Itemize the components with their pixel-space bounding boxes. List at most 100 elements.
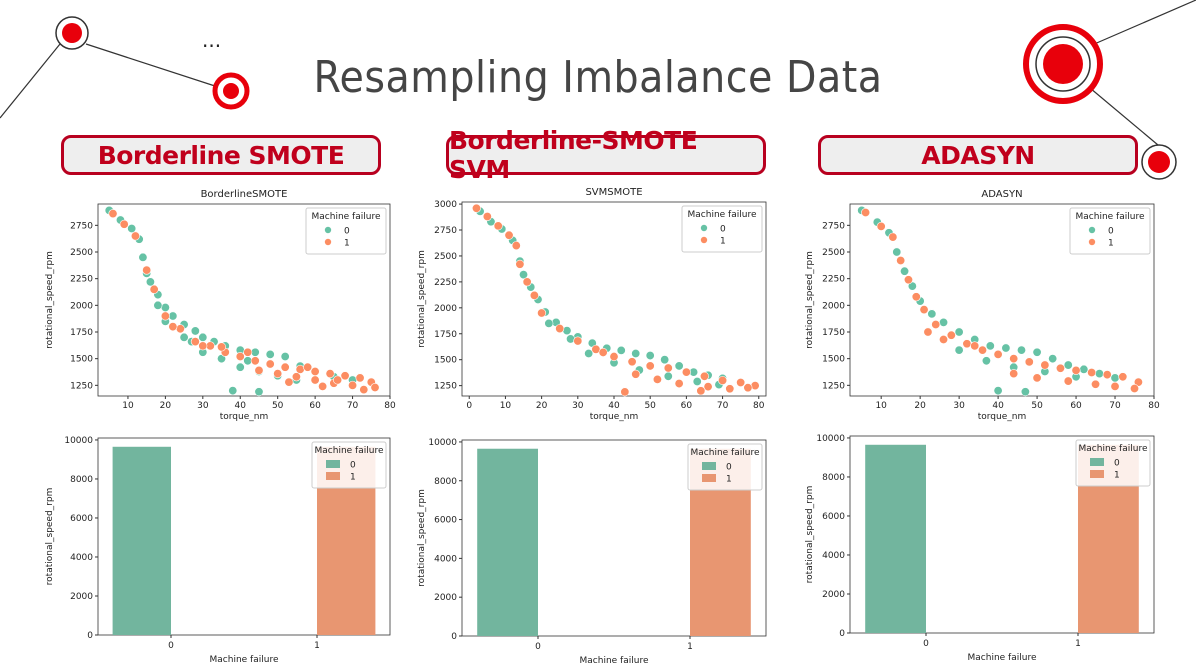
scatter-point-class-0 (939, 317, 949, 327)
x-tick-label: 0 (168, 641, 174, 651)
legend-label-0: 0 (350, 461, 356, 471)
scatter-point-class-0 (228, 386, 238, 396)
bar-class-0 (477, 448, 538, 636)
scatter-point-class-1 (555, 324, 565, 334)
scatter-point-class-1 (939, 334, 949, 344)
legend-title: Machine failure (312, 212, 381, 222)
y-tick-label: 0 (87, 631, 93, 641)
scatter-point-class-0 (254, 387, 264, 397)
y-tick-label: 2750 (434, 226, 457, 236)
scatter-point-class-1 (1009, 354, 1019, 364)
y-axis-label: rotational_speed_rpm (417, 489, 427, 587)
scatter-point-class-1 (217, 342, 227, 352)
scatter-point-class-1 (1032, 373, 1042, 383)
y-tick-label: 1750 (70, 328, 93, 338)
y-tick-label: 2500 (434, 252, 457, 262)
scatter-point-class-0 (1094, 369, 1104, 379)
y-axis-label: rotational_speed_rpm (805, 251, 815, 349)
scatter-point-class-1 (978, 345, 988, 355)
scatter-point-class-1 (903, 275, 913, 285)
scatter-point-class-1 (1091, 379, 1101, 389)
y-axis-label: rotational_speed_rpm (805, 486, 815, 584)
scatter-point-class-1 (254, 365, 264, 375)
scatter-point-class-1 (280, 362, 290, 372)
scatter-point-class-0 (280, 352, 290, 362)
scatter-point-class-0 (127, 224, 137, 234)
scatter-point-class-1 (295, 364, 305, 374)
scatter-point-class-1 (993, 349, 1003, 359)
scatter-point-class-1 (250, 356, 260, 366)
scatter-point-class-1 (142, 265, 152, 275)
x-tick-label: 0 (466, 401, 472, 411)
x-tick-label: 20 (914, 401, 926, 411)
x-tick-label: 40 (992, 401, 1004, 411)
x-tick-label: 60 (309, 401, 321, 411)
x-axis-label: torque_nm (590, 412, 639, 422)
x-tick-label: 70 (717, 401, 729, 411)
scatter-point-class-0 (927, 309, 937, 319)
scatter-point-class-0 (190, 326, 200, 336)
x-tick-label: 0 (923, 639, 929, 649)
scatter-point-class-1 (1063, 376, 1073, 386)
y-tick-label: 10000 (64, 436, 93, 446)
ellipsis-mark: ... (202, 28, 222, 52)
scatter-point-class-1 (359, 385, 369, 395)
scatter-point-class-0 (985, 341, 995, 351)
y-tick-label: 2000 (434, 304, 457, 314)
x-tick-label: 50 (1031, 401, 1043, 411)
x-tick-label: 40 (608, 401, 620, 411)
legend-label-0: 0 (1108, 227, 1114, 237)
scatter-point-class-1 (160, 311, 170, 321)
scatter-point-class-0 (616, 345, 626, 355)
scatter-point-class-1 (923, 327, 933, 337)
scatter-point-class-1 (1071, 365, 1081, 375)
scatter-point-class-1 (284, 377, 294, 387)
scatter-point-class-1 (370, 382, 380, 392)
scatter-point-class-1 (1087, 368, 1097, 378)
y-tick-label: 2000 (434, 593, 457, 603)
scatter-point-class-1 (190, 337, 200, 347)
scatter-point-class-1 (896, 256, 906, 266)
method-label-borderline-smote: Borderline SMOTE (61, 135, 381, 175)
scatter-point-class-0 (954, 345, 964, 355)
x-axis-label: Machine failure (210, 655, 279, 665)
scatter-point-class-0 (692, 376, 702, 386)
y-tick-label: 2250 (822, 275, 845, 285)
x-tick-label: 10 (875, 401, 887, 411)
scatter-point-class-1 (674, 379, 684, 389)
scatter-point-class-0 (631, 348, 641, 358)
bar-chart-borderline-smote: 0 2000 4000 6000 8000 10000 0 1 Machine failure r… (45, 436, 391, 665)
x-tick-label: 80 (384, 401, 396, 411)
scatter-point-class-1 (573, 336, 583, 346)
chart-title: SVMSMOTE (585, 187, 642, 198)
y-tick-label: 6000 (434, 516, 457, 526)
scatter-point-class-1 (511, 241, 521, 251)
y-tick-label: 8000 (70, 475, 93, 485)
y-tick-label: 2000 (822, 301, 845, 311)
scatter-point-class-1 (333, 375, 343, 385)
scatter-point-class-0 (892, 247, 902, 257)
scatter-point-class-1 (168, 322, 178, 332)
y-tick-label: 3000 (434, 200, 457, 210)
bar-class-0 (865, 444, 926, 633)
y-tick-label: 4000 (70, 553, 93, 563)
scatter-point-class-0 (900, 266, 910, 276)
x-tick-label: 10 (500, 401, 512, 411)
y-tick-label: 8000 (434, 477, 457, 487)
bar-chart-svmsmote: 0 2000 4000 6000 8000 10000 0 1 Machine failure r… (417, 438, 767, 666)
plot-frame (97, 437, 391, 636)
scatter-point-class-1 (529, 290, 539, 300)
scatter-point-class-0 (645, 351, 655, 361)
plot-frame (849, 435, 1155, 634)
scatter-point-class-1 (504, 230, 514, 240)
y-tick-label: 2250 (434, 278, 457, 288)
scatter-point-class-1 (537, 308, 547, 318)
scatter-point-class-0 (544, 318, 554, 328)
scatter-point-class-1 (631, 369, 641, 379)
scatter-point-class-1 (645, 361, 655, 371)
scatter-point-class-0 (1032, 347, 1042, 357)
y-tick-label: 1500 (822, 355, 845, 365)
scatter-point-class-1 (318, 381, 328, 391)
legend-title: Machine failure (315, 446, 384, 456)
